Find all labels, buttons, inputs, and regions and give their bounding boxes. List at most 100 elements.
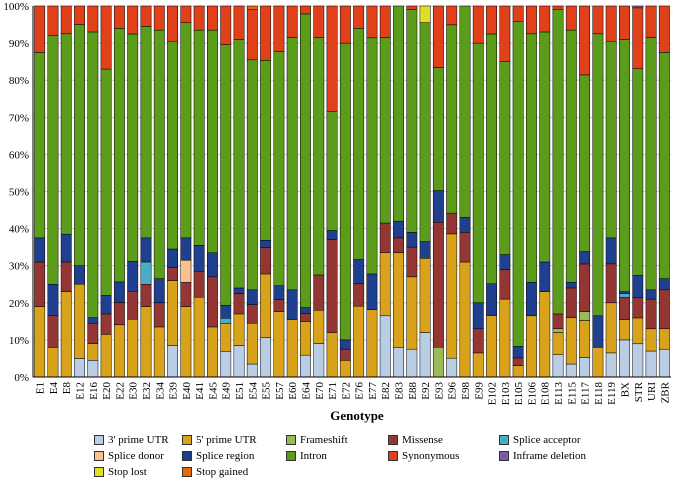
- bar-segment: [619, 291, 630, 294]
- bar-segment: [472, 352, 484, 378]
- bar-stack: [432, 5, 444, 378]
- bar-stack: [406, 5, 418, 378]
- bar-stack: [34, 5, 46, 378]
- bar-segment: [592, 347, 604, 378]
- stacked-bar-chart: 0%10%20%30%40%50%60%70%80%90%100% E1 E4 E8…: [3, 1, 672, 423]
- x-tick-label: E70: [314, 382, 326, 400]
- legend-entry: Missense: [388, 433, 499, 446]
- x-tick-label: E88: [407, 382, 419, 400]
- bar-segment: [526, 5, 537, 35]
- bar-segment: [446, 212, 458, 235]
- legend-label: Frameshift: [300, 433, 348, 446]
- y-tick-label: 60%: [9, 149, 29, 161]
- bar-segment: [632, 297, 644, 319]
- bar-segment: [459, 232, 471, 263]
- bar-segment: [113, 28, 125, 283]
- bar-segment: [552, 9, 564, 315]
- bar-segment: [552, 354, 564, 378]
- bar-stack: [100, 5, 112, 378]
- bar-segment: [579, 311, 591, 321]
- bar-segment: [260, 273, 272, 338]
- y-tick-label: 40%: [9, 224, 29, 236]
- bar-segment: [220, 323, 232, 352]
- bar-segment: [273, 5, 285, 52]
- y-tick-label: 0%: [14, 372, 29, 384]
- x-tick-label: E82: [380, 382, 392, 400]
- bar-segment: [34, 5, 46, 53]
- bar-stack: [579, 5, 591, 378]
- bar-segment: [419, 241, 431, 259]
- bar-segment: [167, 280, 179, 346]
- bar-segment: [632, 275, 644, 298]
- bar-segment: [446, 24, 458, 214]
- bar-segment: [645, 328, 657, 352]
- legend-swatch: [388, 450, 398, 461]
- legend-swatch: [182, 466, 192, 477]
- bar-segment: [207, 252, 218, 278]
- bar-segment: [393, 347, 404, 378]
- bar-segment: [167, 5, 179, 42]
- bar-segment: [499, 5, 511, 62]
- bar-segment: [220, 305, 232, 319]
- bar-segment: [47, 315, 59, 348]
- bar-segment: [233, 287, 245, 294]
- x-tick-label: E55: [261, 382, 273, 400]
- bar-segment: [180, 5, 192, 23]
- y-tick-label: 70%: [9, 112, 29, 124]
- bar-segment: [353, 283, 365, 307]
- bar-segment: [300, 354, 311, 378]
- bar-segment: [140, 5, 152, 27]
- bar-stack: [499, 5, 511, 378]
- x-tick-label: E103: [500, 382, 512, 406]
- bar-segment: [260, 239, 272, 248]
- bar-segment: [127, 318, 139, 378]
- bar-segment: [539, 31, 551, 263]
- x-tick-label: E8: [61, 382, 73, 395]
- bar-segment: [645, 37, 657, 291]
- bar-stack: [74, 5, 85, 378]
- bar-segment: [74, 24, 85, 266]
- bar-segment: [339, 360, 351, 378]
- x-tick-label: E54: [247, 382, 259, 400]
- bar-stack: [273, 5, 285, 378]
- bar-segment: [432, 5, 444, 68]
- x-axis-tick-labels: E1 E4 E8 E12 E16 E20 E22 E30 E32 E34 E39 E40 E41 E45 E…: [35, 381, 672, 405]
- bar-segment: [353, 5, 365, 29]
- bar-segment: [220, 351, 232, 378]
- x-tick-label: E113: [553, 382, 565, 405]
- bar-segment: [512, 365, 524, 378]
- x-tick-label: E40: [181, 382, 193, 400]
- legend-label: Synonymous: [402, 449, 460, 462]
- bar-segment: [459, 261, 471, 378]
- x-tick-label: BX: [619, 382, 631, 397]
- bar-segment: [619, 39, 630, 292]
- bar-segment: [379, 37, 391, 224]
- bar-segment: [565, 5, 577, 31]
- bar-stack: [60, 5, 72, 378]
- bar-stack: [167, 5, 179, 378]
- bar-stack: [419, 5, 431, 378]
- bar-segment: [565, 287, 577, 318]
- bar-segment: [60, 291, 72, 378]
- bar-segment: [193, 296, 205, 378]
- bar-segment: [246, 322, 258, 365]
- bar-segment: [658, 278, 670, 291]
- x-tick-label: E76: [354, 382, 366, 400]
- legend-label: Stop lost: [108, 465, 147, 478]
- bar-stack: [393, 5, 404, 378]
- bar-segment: [193, 5, 205, 31]
- legend-label: Missense: [402, 433, 443, 446]
- bar-segment: [379, 222, 391, 253]
- bar-segment: [47, 35, 59, 285]
- bar-segment: [74, 265, 85, 285]
- bar-stack: [220, 5, 232, 378]
- legend-entry: Intron: [286, 449, 388, 462]
- bar-segment: [246, 304, 258, 324]
- x-tick-label: E57: [274, 382, 286, 400]
- bar-segment: [260, 247, 272, 275]
- bar-segment: [286, 37, 298, 291]
- x-tick-label: E34: [154, 382, 166, 400]
- y-axis-gridlines: [33, 5, 671, 341]
- bar-segment: [486, 315, 498, 378]
- bar-segment: [486, 33, 498, 285]
